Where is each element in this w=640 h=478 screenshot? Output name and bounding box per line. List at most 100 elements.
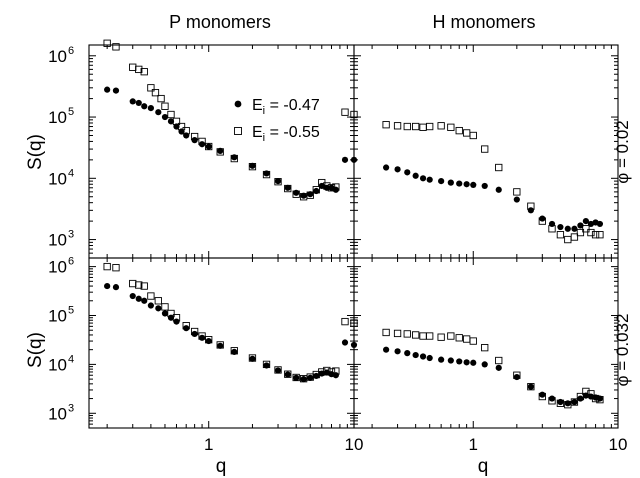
data-point — [539, 391, 546, 398]
panel-h-row1 — [341, 44, 619, 259]
data-point — [182, 322, 190, 330]
data-point — [419, 175, 427, 182]
data-point — [147, 84, 155, 92]
data-point — [140, 68, 148, 76]
data-point — [284, 370, 292, 378]
data-point — [564, 235, 572, 244]
y-tick-label-exponent: 3 — [68, 229, 74, 241]
panel-h-row2: 1 10 — [341, 257, 627, 454]
data-point — [112, 284, 120, 291]
data-point — [292, 373, 300, 382]
series-ei-055 — [341, 317, 604, 409]
y-tick-label: 10 — [48, 404, 67, 423]
legend: Ei = -0.47 Ei = -0.55 — [234, 97, 320, 144]
data-point — [393, 329, 402, 338]
y-axis-title-top: S(q) — [25, 134, 46, 170]
y-tick-label-exponent: 5 — [68, 305, 74, 317]
data-point — [513, 373, 520, 381]
data-point — [596, 231, 604, 239]
data-point — [306, 191, 314, 199]
data-point — [570, 233, 579, 241]
y-tick-label: 10 — [48, 169, 67, 188]
data-point — [183, 325, 190, 332]
data-point — [455, 334, 463, 342]
data-point — [404, 350, 411, 357]
data-point — [382, 328, 390, 337]
data-point — [548, 397, 556, 405]
data-point — [403, 122, 411, 131]
data-point — [437, 122, 445, 130]
data-point — [274, 366, 282, 374]
data-point — [495, 364, 502, 371]
data-point — [217, 342, 224, 349]
data-point — [463, 181, 470, 188]
data-point — [470, 181, 477, 189]
data-point — [190, 132, 199, 141]
series-ei-055 — [103, 39, 340, 201]
data-point — [173, 318, 180, 325]
data-point — [538, 217, 546, 225]
data-point — [249, 355, 256, 362]
data-point — [140, 282, 148, 290]
data-point — [151, 89, 160, 97]
data-point — [284, 184, 291, 191]
data-point — [426, 332, 434, 340]
data-point — [437, 333, 445, 341]
data-point — [230, 154, 238, 163]
data-point — [327, 368, 336, 376]
data-point — [248, 162, 257, 171]
data-point — [571, 398, 578, 406]
data-point — [495, 356, 503, 365]
data-point — [129, 98, 136, 105]
data-point — [557, 223, 564, 231]
data-point — [129, 63, 137, 71]
data-point — [205, 142, 213, 151]
data-point — [198, 334, 206, 341]
data-point — [323, 366, 331, 375]
data-point — [548, 225, 556, 233]
data-point — [564, 225, 571, 232]
data-point — [103, 39, 111, 47]
data-point — [157, 94, 165, 103]
data-point — [527, 383, 535, 391]
data-point — [341, 108, 349, 116]
y-tick-label-exponent: 4 — [68, 167, 74, 179]
x-axis-title-right: q — [478, 456, 489, 477]
data-point — [469, 337, 477, 345]
y-tick-label: 10 — [48, 307, 67, 326]
data-point — [455, 126, 463, 135]
data-point — [112, 264, 120, 272]
data-point — [104, 282, 111, 290]
data-point — [191, 330, 198, 338]
data-point — [556, 231, 565, 239]
data-point — [426, 354, 433, 362]
data-point — [456, 358, 463, 365]
data-point — [300, 192, 307, 199]
data-point — [307, 191, 314, 198]
data-point — [513, 371, 521, 379]
data-point — [307, 374, 314, 381]
data-point — [161, 102, 169, 110]
data-point — [183, 132, 190, 139]
data-point — [495, 163, 503, 172]
data-point — [577, 222, 584, 229]
data-point — [104, 86, 111, 93]
data-point — [262, 360, 271, 369]
y-tick-label-exponent: 4 — [68, 353, 74, 365]
data-point — [403, 330, 411, 338]
data-point — [576, 392, 585, 401]
data-point — [230, 347, 238, 355]
data-point — [284, 371, 291, 378]
data-point — [262, 170, 271, 179]
data-point — [155, 109, 162, 116]
data-point — [135, 99, 142, 107]
data-point — [426, 176, 433, 183]
data-point — [135, 65, 143, 74]
data-point — [447, 357, 454, 364]
data-point — [481, 182, 488, 190]
data-point — [103, 262, 111, 271]
data-point — [447, 123, 455, 131]
data-point — [217, 147, 224, 155]
data-point — [135, 295, 142, 302]
